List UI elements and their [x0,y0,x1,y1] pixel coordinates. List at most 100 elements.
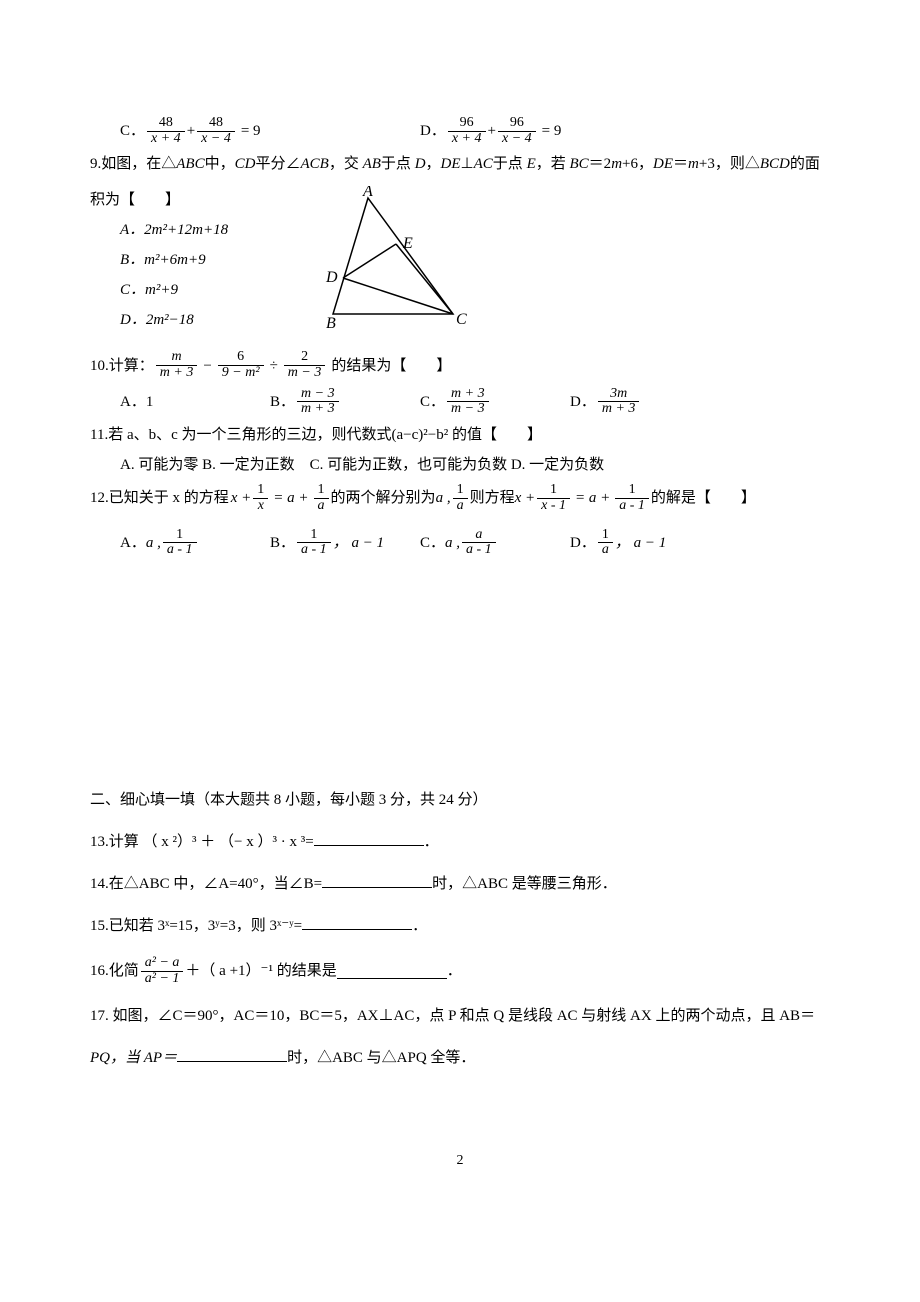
fraction-den: a² − 1 [141,972,184,987]
var: CD [235,156,256,172]
text: ， [426,156,441,172]
var: DE [441,156,461,172]
fraction-den: a - 1 [462,543,496,558]
period: ． [447,959,462,983]
option-label: C． [420,531,445,555]
text: a , [146,531,161,555]
q9-option-d: D．2m²−18 [90,308,228,332]
vertex-d: D [325,269,338,286]
q16-mid: ＋（ a +1）⁻¹ 的结果是 [185,959,336,983]
var: D [415,156,426,172]
q15: 15.已知若 3ˣ=15，3ʸ=3，则 3ˣ⁻ʸ= ． [90,914,830,938]
var: BCD [760,156,790,172]
fraction-num: m [156,350,198,366]
fraction-num: m + 3 [447,387,489,403]
fraction-num: 96 [498,116,536,132]
fraction-den: m + 3 [156,366,198,381]
q8-options-row: C． 48x + 4 + 48x − 4 = 9 D． 96x + 4 + 96… [90,116,830,146]
text: ， a − 1 [615,531,666,555]
option-label: A． [120,531,146,555]
text: 平分∠ [255,156,300,172]
fraction-den: m + 3 [297,402,339,417]
fraction-num: 48 [197,116,235,132]
fraction-num: a [462,528,496,544]
q9-body: 积为【 】 A．2m²+12m+18 B．m²+6m+9 C．m²+9 D．2m… [90,182,830,344]
text: 于点 [381,156,415,172]
fraction-num: m − 3 [297,387,339,403]
page-number: 2 [90,1150,830,1172]
fill-blank [177,1047,287,1063]
eq-text: x + [231,486,252,510]
var: AC [474,156,493,172]
var: E [527,156,536,172]
option-label: B． [270,390,295,414]
option-label: D． [570,531,596,555]
q11-stem: 11.若 a、b、c 为一个三角形的三边，则代数式(a−c)²−b² 的值【 】 [90,423,830,447]
fraction-den: x − 4 [498,132,536,147]
q17-stem-c: 时，△ABC 与△APQ 全等． [287,1050,475,1066]
period: ． [424,834,439,850]
fraction-num: 3m [598,387,640,403]
q13-stem: 13.计算 （ x ²）³ ＋ （− x ）³ · x ³= [90,834,314,850]
fraction-den: x [253,499,268,514]
q9-option-b: B．m²+6m+9 [90,248,228,272]
fraction-den: 9 − m² [218,366,264,381]
text: 于点 [493,156,527,172]
option-label: B． [270,531,295,555]
q14: 14.在△ABC 中，∠A=40°，当∠B=时，△ABC 是等腰三角形． [90,872,830,896]
fraction-den: x - 1 [537,499,570,514]
fraction-den: a [453,499,468,514]
q16-lead: 16.化简 [90,959,139,983]
fraction-den: a - 1 [615,499,649,514]
option-label: C． [420,390,445,414]
var: DE [653,156,673,172]
q12-option-b: B． 1a - 1 ， a − 1 [270,528,420,558]
var: ABC [176,156,204,172]
period: ． [412,918,427,934]
q9-stem-line2: 积为【 】 [90,188,228,212]
var: AB [363,156,381,172]
q8-option-d: D． 96x + 4 + 96x − 4 = 9 [420,116,561,146]
fraction-den: m − 3 [284,366,326,381]
q9-triangle-diagram: A E D B C [278,186,478,344]
q10-option-c: C． m + 3m − 3 [420,387,570,417]
lead-text: 10.计算： [90,354,154,378]
text: 则方程 [470,486,515,510]
exam-page: C． 48x + 4 + 48x − 4 = 9 D． 96x + 4 + 96… [0,0,920,1233]
plus-sign: + [488,119,496,143]
tail-text: 的解是【 】 [651,486,756,510]
q11-options: A. 可能为零 B. 一定为正数 C. 可能为正数，也可能为负数 D. 一定为负… [90,453,830,477]
div-sign: ÷ [270,354,278,378]
q9-option-a: A．2m²+12m+18 [90,218,228,242]
fraction-num: 6 [218,350,264,366]
fraction-num: 1 [537,483,570,499]
text: 的面 [790,156,820,172]
fraction-den: m + 3 [598,402,640,417]
text: 中， [205,156,235,172]
text: 的两个解分别为 [331,486,436,510]
fraction-num: 1 [598,528,613,544]
fraction-den: m − 3 [447,402,489,417]
q17-stem-b: PQ，当 AP＝ [90,1050,177,1066]
fraction-num: 2 [284,350,326,366]
q10-stem: 10.计算： mm + 3 − 69 − m² ÷ 2m − 3 的结果为【 】 [90,350,830,380]
fraction-num: 1 [314,483,329,499]
q9-stem-line1: 9.如图，在△ABC中，CD平分∠ACB，交 AB于点 D，DE⊥AC于点 E，… [90,152,830,176]
text: ， a − 1 [333,531,384,555]
q12-option-c: C． a , aa - 1 [420,528,570,558]
var: m [611,156,622,172]
q14-stem-a: 14.在△ABC 中，∠A=40°，当∠B= [90,876,322,892]
text: ＝ [673,156,688,172]
eq-text: = a + [273,486,308,510]
q15-stem-a: 15.已知若 3ˣ=15，3ʸ=3，则 3ˣ⁻ʸ= [90,918,302,934]
text: a , [445,531,460,555]
q13: 13.计算 （ x ²）³ ＋ （− x ）³ · x ³= ． [90,830,830,854]
var: ACB [300,156,328,172]
equals-text: = 9 [241,119,261,143]
text: +6， [622,156,653,172]
eq-text: x + [515,486,536,510]
section-2: 二、细心填一填（本大题共 8 小题，每小题 3 分，共 24 分） 13.计算 … [90,788,830,1070]
fraction-num: 1 [297,528,331,544]
option-value: 1 [146,390,154,414]
fill-blank [322,872,432,888]
